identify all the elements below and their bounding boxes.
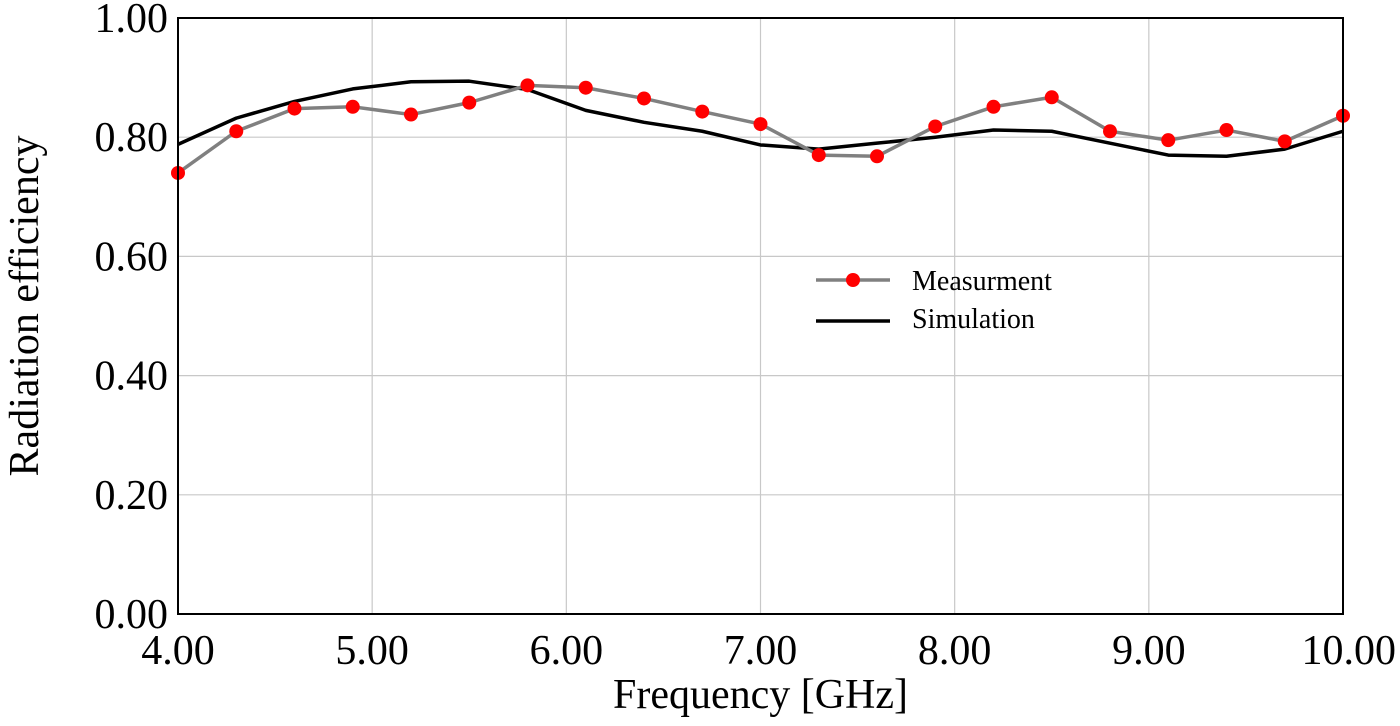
y-tick-label: 0.80 [95,115,169,161]
x-tick-label: 7.00 [724,628,798,674]
data-point-measurment [637,91,651,106]
x-tick-label: 4.00 [141,628,215,674]
y-axis-title: Radiation efficiency [2,136,48,477]
data-point-measurment [520,78,535,93]
x-tick-label: 5.00 [335,628,409,674]
y-tick-label: 0.20 [95,473,169,519]
data-point-measurment [1161,133,1176,148]
tick-labels: 4.00 5.00 6.00 7.00 8.00 9.00 10.00 0.00 0.20 0.4… [95,0,1397,674]
x-tick-label: 10.00 [1302,628,1397,674]
data-point-measurment [462,95,477,110]
data-point-measurment [695,104,710,119]
x-tick-label: 9.00 [1112,628,1186,674]
x-tick-label: 6.00 [530,628,604,674]
x-axis-title: Frequency [GHz] [613,672,908,718]
x-tick-label: 8.00 [918,628,992,674]
series-line-simulation [177,79,1344,159]
data-point-measurment [811,148,826,163]
y-tick-label: 0.40 [95,354,169,400]
legend-label-measurment: Measurment [912,266,1052,297]
y-tick-label: 0.60 [95,234,169,280]
data-point-measurment [986,99,1001,114]
data-point-measurment [1103,124,1117,139]
series-area [171,78,1350,180]
data-point-measurment [1219,123,1234,138]
data-point-measurment [1277,134,1292,149]
data-point-measurment [870,149,884,164]
data-point-measurment [229,124,244,139]
data-point-measurment [345,99,360,114]
data-point-measurment [404,107,418,122]
data-point-measurment [1044,90,1059,105]
data-point-measurment [287,101,302,116]
data-point-measurment [578,80,593,95]
data-point-measurment [753,117,768,132]
legend-label-simulation: Simulation [912,304,1035,335]
legend: Measurment Simulation [816,266,1052,335]
y-tick-label: 0.00 [95,592,169,638]
legend-marker-measurment [846,273,860,287]
data-point-measurment [928,119,943,134]
y-tick-label: 1.00 [95,0,169,42]
plot-frame [177,17,1344,615]
